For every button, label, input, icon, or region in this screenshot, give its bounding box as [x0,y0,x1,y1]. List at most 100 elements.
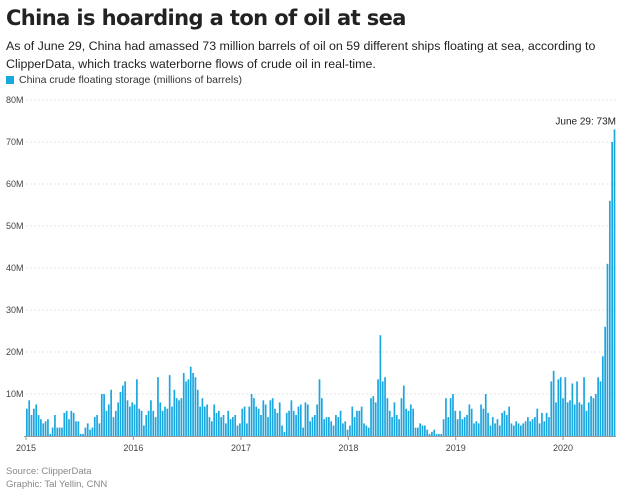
bar [470,408,473,436]
bar [562,398,564,436]
bar [480,404,482,436]
bar [372,396,375,436]
bar [187,379,190,436]
bar [159,402,162,436]
bar [131,402,134,436]
bar [229,419,232,436]
bar [566,402,569,436]
bar [276,412,279,436]
bar [147,410,150,436]
bar [428,433,431,436]
bar [405,408,407,436]
bar [379,335,382,436]
bar [171,406,173,436]
bar [246,423,248,436]
bar [210,421,213,436]
bar [271,398,274,436]
bar [538,423,541,436]
bar [578,402,581,436]
bar [121,385,124,436]
bar [79,433,82,436]
bar [178,400,180,436]
bar [475,421,478,436]
bar [255,406,258,436]
bar [365,425,368,436]
legend-swatch [6,76,14,84]
bar [152,410,155,436]
bar [370,398,372,436]
bars [26,129,616,436]
bar [433,429,436,436]
bar [339,410,342,436]
bar [482,408,485,436]
bar [208,417,211,436]
bar [459,410,461,436]
bar [311,417,314,436]
bar [580,404,583,436]
bar [328,417,330,436]
bar [26,408,28,436]
bar [103,394,105,436]
bar [283,431,286,436]
bar [569,400,571,436]
bar [56,427,59,436]
x-tick-label: 2016 [123,443,143,453]
bar [164,406,166,436]
bar [35,404,38,436]
bar [402,385,405,436]
bar [461,419,464,436]
bar [573,404,576,436]
bar [234,415,237,436]
bar [587,402,590,436]
bar [299,404,302,436]
bar [68,419,70,436]
bar [84,427,87,436]
bar [594,394,597,436]
bar [274,408,276,436]
bar [203,406,206,436]
bar [447,417,450,436]
bar [278,402,281,436]
bar [309,421,311,436]
bar [367,427,370,436]
bar [264,404,267,436]
bar [501,412,503,436]
bar [484,394,487,436]
bar [192,373,194,436]
bar [494,423,496,436]
bar [356,410,358,436]
bar [262,400,265,436]
bar [606,263,609,436]
bar [114,410,117,436]
bar [119,391,122,436]
bar [304,402,307,436]
bar [543,421,546,436]
bar [243,406,246,436]
bar [40,419,42,436]
bar [449,398,452,436]
bar [491,417,494,436]
bar [412,408,414,436]
bar [349,425,351,436]
bar [154,417,157,436]
bar [468,404,471,436]
bar [611,142,614,436]
bar [196,389,199,436]
bar [517,423,520,436]
bar [316,404,319,436]
bar [391,417,393,436]
bar [498,425,501,436]
bar [72,412,75,436]
bar [335,415,337,436]
bar [590,396,592,436]
legend-label: China crude floating storage (millions o… [19,74,242,86]
bar [531,419,534,436]
bar [463,417,466,436]
bar [534,417,536,436]
legend: China crude floating storage (millions o… [6,74,242,86]
bar [37,415,40,436]
x-tick-label: 2019 [446,443,466,453]
bar [414,427,417,436]
bar [445,398,447,436]
bar [466,415,468,436]
